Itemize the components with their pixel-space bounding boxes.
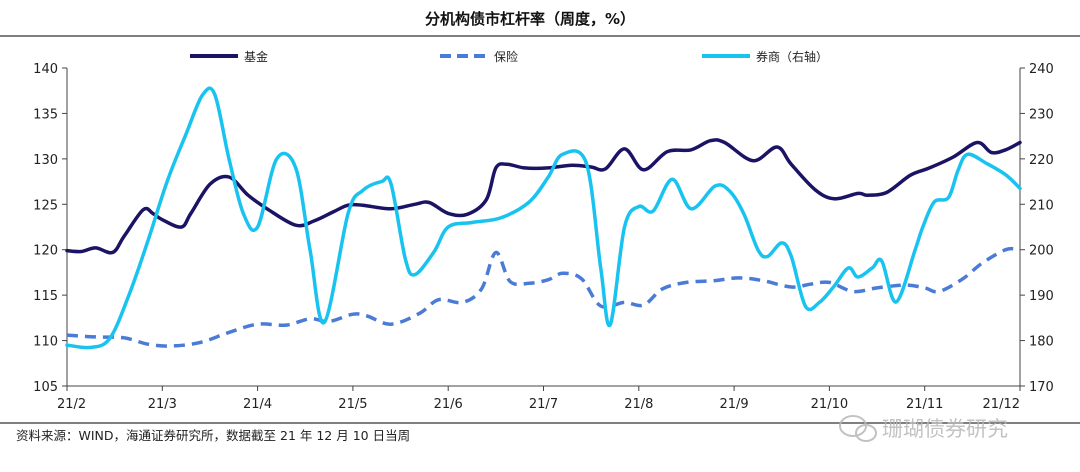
- left-tick-label: 135: [33, 107, 58, 122]
- wechat-icon: [839, 415, 877, 442]
- x-tick-label: 21/11: [906, 397, 943, 412]
- series-baoxian-line: [66, 246, 1021, 348]
- left-tick-label: 105: [33, 380, 58, 395]
- x-tick-label: 21/4: [243, 397, 272, 412]
- left-tick-label: 120: [33, 244, 58, 259]
- right-tick-label: 180: [1029, 335, 1054, 350]
- x-tick-label: 21/3: [148, 397, 177, 412]
- series-quanshang-line: [65, 86, 1022, 350]
- x-tick-label: 21/9: [719, 397, 748, 412]
- left-tick-label: 110: [33, 335, 58, 350]
- left-tick-label: 130: [33, 153, 58, 168]
- right-tick-label: 200: [1029, 244, 1054, 259]
- left-tick-label: 125: [33, 198, 58, 213]
- x-tick-label: 21/5: [338, 397, 367, 412]
- legend-baoxian-label: 保险: [494, 49, 518, 64]
- source-note: 资料来源：WIND，海通证券研究所，数据截至 21 年 12 月 10 日当周: [16, 428, 410, 443]
- x-tick-label: 21/2: [57, 397, 86, 412]
- series-jijin-line: [65, 138, 1022, 255]
- series-group: [65, 86, 1022, 350]
- x-tick-label: 21/12: [983, 397, 1020, 412]
- left-tick-label: 115: [33, 289, 58, 304]
- chart-title: 分机构债市杠杆率（周度，%）: [425, 10, 635, 28]
- legend: 基金 保险 券商（右轴）: [190, 49, 828, 64]
- x-tick-label: 21/8: [624, 397, 653, 412]
- right-tick-label: 190: [1029, 289, 1054, 304]
- watermark-text: 珊瑚债券研究: [882, 417, 1008, 441]
- axes: 105 110 115 120 125 130 135 140 170 180 190 200 210 2…: [33, 62, 1054, 412]
- left-tick-label: 140: [33, 62, 58, 77]
- watermark: 珊瑚债券研究: [839, 415, 1008, 442]
- legend-jijin-label: 基金: [244, 49, 268, 64]
- x-tick-label: 21/7: [529, 397, 558, 412]
- right-tick-label: 230: [1029, 107, 1054, 122]
- right-tick-label: 220: [1029, 153, 1054, 168]
- legend-quanshang-label: 券商（右轴）: [756, 49, 828, 64]
- right-tick-label: 210: [1029, 198, 1054, 213]
- x-tick-label: 21/6: [434, 397, 463, 412]
- right-tick-label: 240: [1029, 62, 1054, 77]
- x-tick-label: 21/10: [811, 397, 848, 412]
- right-tick-label: 170: [1029, 380, 1054, 395]
